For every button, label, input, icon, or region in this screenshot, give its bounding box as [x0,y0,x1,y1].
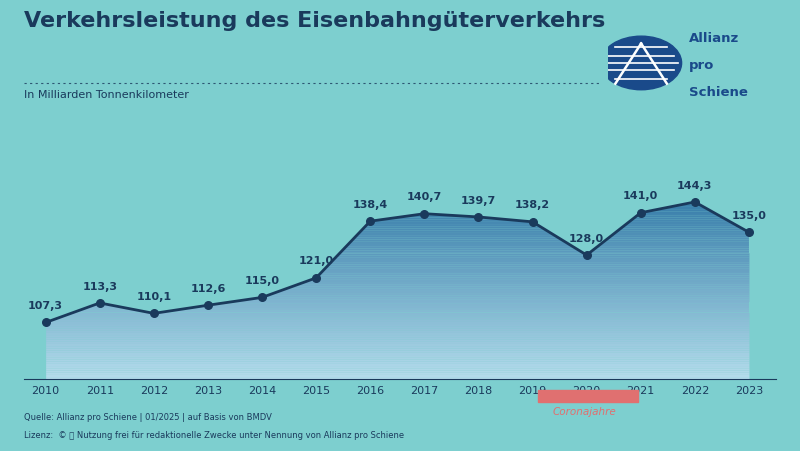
Text: Quelle: Allianz pro Schiene | 01/2025 | auf Basis von BMDV: Quelle: Allianz pro Schiene | 01/2025 | … [24,413,272,422]
Circle shape [601,36,682,90]
Bar [538,390,638,402]
Text: 139,7: 139,7 [461,196,496,206]
Point [742,229,755,236]
Point [634,209,647,216]
Text: 115,0: 115,0 [245,276,279,286]
Text: Lizenz:  © ⓘ Nutzung frei für redaktionelle Zwecke unter Nennung von Allianz pro: Lizenz: © ⓘ Nutzung frei für redaktionel… [24,431,404,440]
Point [256,294,269,301]
Point [202,302,214,309]
Point [689,198,702,206]
Text: 140,7: 140,7 [406,192,442,202]
Text: 138,2: 138,2 [515,200,550,211]
Text: 141,0: 141,0 [623,191,658,201]
Text: 112,6: 112,6 [190,284,226,294]
Text: 138,4: 138,4 [353,200,388,210]
Text: 113,3: 113,3 [82,281,118,291]
Point [418,210,430,217]
Text: 144,3: 144,3 [677,180,713,191]
Text: pro: pro [689,59,714,72]
Point [364,217,377,225]
Point [526,218,539,226]
Text: Verkehrsleistung des Eisenbahngüterverkehrs: Verkehrsleistung des Eisenbahngüterverke… [24,11,606,31]
Text: Schiene: Schiene [689,86,748,99]
Point [472,213,485,221]
Text: In Milliarden Tonnenkilometer: In Milliarden Tonnenkilometer [24,90,189,100]
Text: 107,3: 107,3 [28,301,63,311]
Text: 128,0: 128,0 [569,234,604,244]
Point [94,299,106,307]
Point [39,319,52,326]
Text: 135,0: 135,0 [731,211,766,221]
Point [147,310,160,317]
Point [310,274,322,281]
Text: Allianz: Allianz [689,32,739,45]
Text: 110,1: 110,1 [136,292,171,302]
Text: 121,0: 121,0 [298,257,334,267]
Point [580,252,593,259]
Text: Coronajahre: Coronajahre [552,406,616,417]
